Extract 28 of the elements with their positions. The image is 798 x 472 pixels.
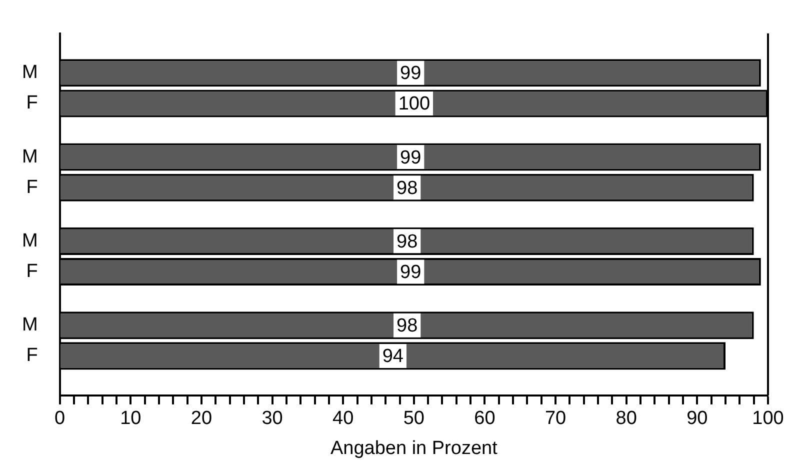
y-tick-label: M <box>22 314 38 336</box>
x-tick-label: 70 <box>544 408 566 430</box>
y-tick-label: M <box>22 230 38 252</box>
data-label: 94 <box>382 346 404 368</box>
data-label: 100 <box>398 94 430 115</box>
x-tick-label: 10 <box>120 408 142 430</box>
x-tick-label: 30 <box>262 408 283 430</box>
y-tick-label: M <box>22 62 38 84</box>
data-label: 98 <box>396 178 418 199</box>
data-label: 99 <box>400 262 422 284</box>
x-tick-label: 60 <box>474 408 496 430</box>
data-label: 98 <box>396 231 418 252</box>
y-tick-label: F <box>26 92 38 114</box>
x-tick-label: 50 <box>403 408 424 430</box>
x-tick-label: 90 <box>686 408 708 430</box>
y-tick-label: F <box>26 261 38 282</box>
x-axis-title: Angaben in Prozent <box>330 438 498 459</box>
x-tick-label: 20 <box>190 408 212 430</box>
x-tick-label: 100 <box>752 408 784 430</box>
x-tick-label: 40 <box>332 408 354 430</box>
y-tick-label: F <box>26 345 38 366</box>
y-tick-label: M <box>22 146 38 168</box>
data-label: 98 <box>396 316 418 337</box>
data-label: 99 <box>400 147 422 168</box>
y-tick-label: F <box>26 176 38 198</box>
x-tick-label: 0 <box>54 408 66 430</box>
data-label: 99 <box>400 63 422 84</box>
x-tick-label: 80 <box>616 408 637 430</box>
